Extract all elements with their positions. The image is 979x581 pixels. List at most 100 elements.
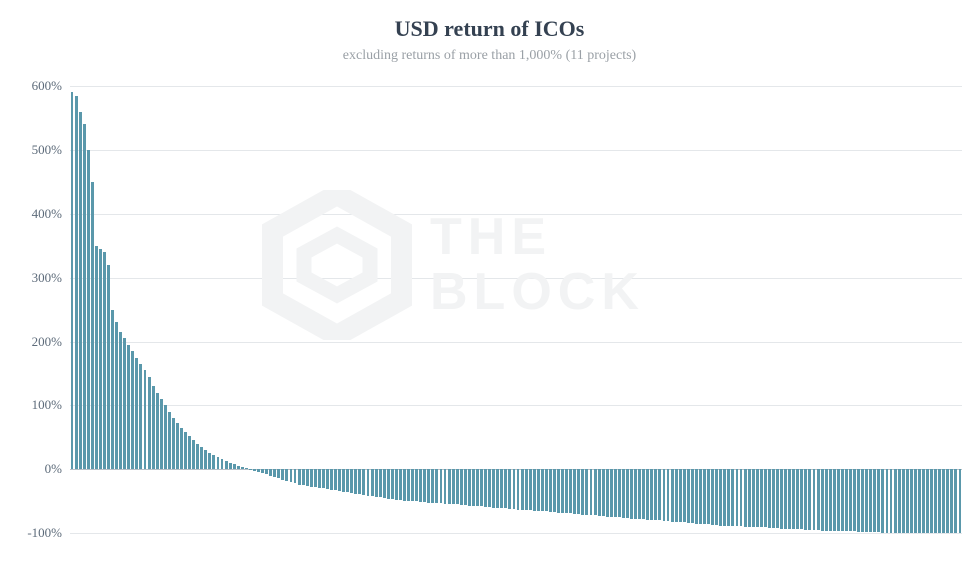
bar [658,469,661,520]
bar [233,464,236,469]
bar [577,469,580,514]
bar [886,469,889,532]
bar [796,469,799,529]
bar [221,459,224,469]
bar [245,468,248,469]
bar [938,469,941,533]
bar [192,440,195,469]
bar [302,469,305,485]
bar [529,469,532,510]
bar [671,469,674,521]
bar [772,469,775,528]
bar [103,252,106,469]
bar [71,92,74,469]
bar [407,469,410,500]
bar [156,393,159,470]
bar [277,469,280,478]
bar [290,469,293,482]
bar [890,469,893,532]
bar [646,469,649,519]
bar [752,469,755,527]
bar [415,469,418,501]
bar [326,469,329,489]
bar [318,469,321,488]
bar [95,246,98,470]
bar [164,405,167,469]
bar [894,469,897,532]
bar [334,469,337,490]
bar [614,469,617,517]
bar [788,469,791,528]
bar [594,469,597,515]
bar [115,322,118,469]
bar [468,469,471,505]
bar [306,469,309,486]
bar [711,469,714,525]
bar [367,469,370,495]
bar [703,469,706,524]
bar [281,469,284,479]
bar [626,469,629,518]
bar [845,469,848,531]
bar [204,450,207,469]
bar [590,469,593,515]
bar [208,453,211,470]
bar [508,469,511,509]
chart-title: USD return of ICOs [0,0,979,42]
bar [877,469,880,532]
bar [225,461,228,469]
bar [727,469,730,525]
bar [294,469,297,483]
bar [723,469,726,525]
y-tick-label: 400% [0,206,62,222]
bar [654,469,657,520]
bar [873,469,876,532]
bar [736,469,739,526]
bar [869,469,872,532]
bar [79,112,82,470]
bar [707,469,710,524]
y-tick-label: 0% [0,461,62,477]
bar [950,469,953,533]
bar [91,182,94,470]
bar [561,469,564,512]
bar [196,444,199,470]
bar [545,469,548,511]
bar [638,469,641,519]
bar [358,469,361,494]
bar [817,469,820,530]
bar [168,412,171,470]
bar [861,469,864,532]
bar [841,469,844,531]
bar [914,469,917,533]
bar [354,469,357,493]
bar [395,469,398,500]
bar [719,469,722,525]
bar [581,469,584,514]
bar [565,469,568,513]
bar [217,457,220,469]
bar [435,469,438,503]
bar [488,469,491,507]
bar [918,469,921,533]
bar [744,469,747,527]
bar [456,469,459,504]
bar [310,469,313,486]
bar [184,432,187,469]
bar [131,351,134,469]
bar [135,358,138,470]
bar [784,469,787,528]
bar [760,469,763,527]
bar [285,469,288,481]
bar [472,469,475,505]
bar [371,469,374,496]
bar [500,469,503,508]
bar [533,469,536,511]
bar [821,469,824,530]
bar [253,469,256,470]
bar [431,469,434,502]
bar [423,469,426,502]
bar [148,377,151,470]
y-tick-label: -100% [0,525,62,541]
bar [172,418,175,469]
